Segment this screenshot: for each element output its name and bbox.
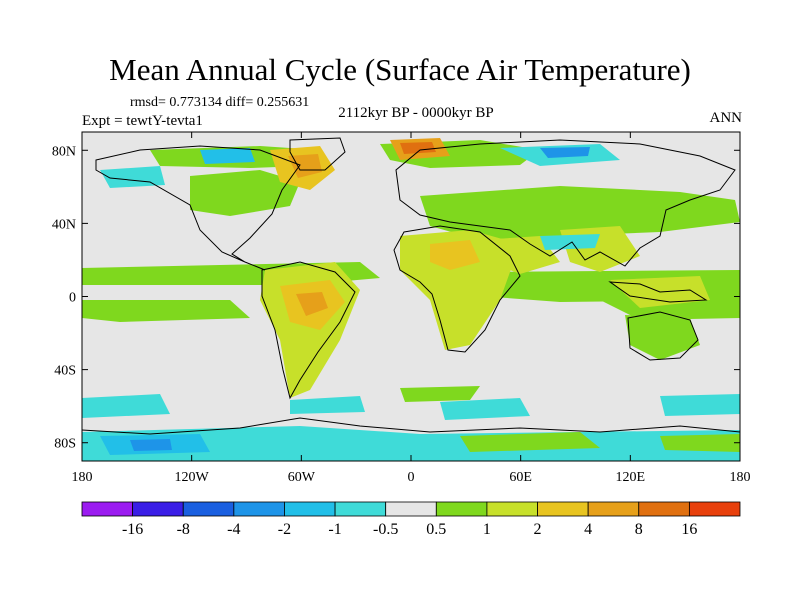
y-tick-label: 80N: [52, 144, 76, 159]
season-label: ANN: [709, 110, 743, 126]
experiment-label: Expt = tewtY-tevta1: [82, 113, 203, 129]
colorbar-swatch: [688, 501, 741, 517]
colorbar: -16 -8 -4 -2 -1 -0.5 0.5 1 2 4 8 16: [81, 501, 741, 538]
coastline-south-america: [261, 261, 356, 400]
period-label: 2112kyr BP - 0000kyr BP: [338, 105, 494, 121]
colorbar-label: -0.5: [373, 521, 398, 538]
coastline-eurasia: [395, 139, 736, 267]
coastline-indonesia: [608, 281, 708, 303]
colorbar-label: 2: [534, 521, 542, 538]
x-tick-label: 180: [730, 470, 751, 485]
colorbar-swatch: [385, 501, 437, 517]
colorbar-swatch: [435, 501, 488, 517]
coastlines: [82, 137, 740, 435]
anomaly-north-america: [190, 170, 300, 216]
x-tick-label: 0: [408, 470, 415, 485]
y-tick-label: 40S: [54, 364, 76, 379]
x-tick-label: 60W: [288, 470, 316, 485]
y-tick-label: 80S: [54, 437, 76, 452]
colorbar-swatch: [334, 501, 387, 517]
anomaly-band-pacific-south: [82, 300, 250, 322]
anomaly-pacific-cool: [540, 234, 600, 250]
colorbar-label: 0.5: [426, 521, 446, 538]
anomaly-siberia-cooler: [540, 147, 590, 158]
colorbar-label: -2: [278, 521, 291, 538]
anomaly-greenland-hot: [288, 154, 322, 178]
y-tick-label: 0: [69, 291, 76, 306]
coastline-north-america: [95, 145, 301, 271]
colorbar-label: 16: [681, 521, 697, 538]
anomaly-antarctic-green-2: [660, 434, 740, 452]
colorbar-label: -1: [328, 521, 341, 538]
anomaly-canada-cool: [200, 148, 255, 164]
x-tick-label: 180: [72, 470, 93, 485]
anomaly-southern-green: [400, 386, 480, 402]
anomaly-antarctic-green: [460, 432, 600, 452]
colorbar-label: 1: [483, 521, 491, 538]
coastline-antarctica: [82, 417, 740, 435]
x-tick-label: 120W: [175, 470, 210, 485]
colorbar-swatch: [81, 501, 134, 517]
map-ticks: 180 120W 60W 0 60E 120E 180 80N 40N 0 40S 80S: [52, 132, 751, 485]
x-tick-label: 120E: [616, 470, 646, 485]
anomaly-band-indian-2: [600, 300, 740, 320]
colorbar-label: 8: [635, 521, 643, 538]
anomaly-southern-ocean-4: [660, 394, 740, 416]
colorbar-label: 4: [584, 521, 592, 538]
anomaly-antarctic-coldest: [130, 439, 172, 451]
stats-text: rmsd= 0.773134 diff= 0.255631: [130, 95, 310, 110]
coastline-australia: [627, 311, 699, 361]
x-tick-label: 60E: [509, 470, 532, 485]
anomaly-australia: [625, 315, 700, 360]
anomaly-barents-hot: [400, 142, 436, 154]
anomaly-eurasia: [420, 186, 740, 240]
colorbar-swatch: [284, 501, 336, 517]
y-tick-label: 40N: [52, 217, 76, 232]
anomaly-alaska-cool: [100, 166, 165, 188]
coastline-greenland: [289, 137, 346, 171]
coastline-africa: [393, 225, 521, 353]
colorbar-swatch: [233, 501, 285, 517]
colorbar-label: -16: [122, 521, 143, 538]
anomaly-arabia: [480, 236, 560, 274]
colorbar-swatch: [587, 501, 640, 517]
colorbar-swatch: [537, 501, 589, 517]
colorbar-swatch: [486, 501, 538, 517]
colorbar-label: -8: [177, 521, 190, 538]
colorbar-swatch: [182, 501, 235, 517]
map-panel: 180 120W 60W 0 60E 120E 180 80N 40N 0 40S 80S: [52, 131, 751, 485]
anomaly-field: [82, 138, 740, 461]
anomaly-amazon-hot: [296, 292, 328, 316]
anomaly-southern-ocean: [82, 394, 170, 418]
colorbar-swatch: [132, 501, 184, 517]
anomaly-sahara-warm: [430, 240, 480, 270]
anomaly-southern-ocean-3: [440, 398, 530, 420]
plot-title: Mean Annual Cycle (Surface Air Temperatu…: [109, 52, 691, 87]
colorbar-swatch: [638, 501, 690, 517]
colorbar-label: -4: [227, 521, 240, 538]
anomaly-southern-ocean-2: [290, 396, 365, 414]
